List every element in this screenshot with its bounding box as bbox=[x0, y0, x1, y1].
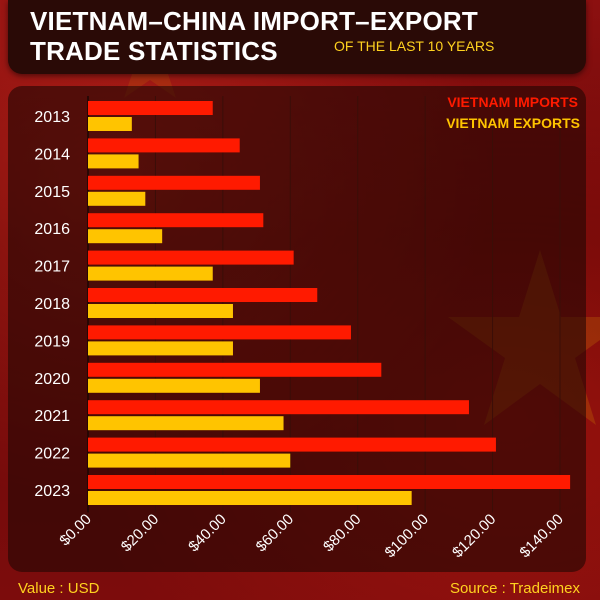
bar-exports-2019 bbox=[88, 341, 233, 356]
bar-exports-2023 bbox=[88, 491, 412, 505]
category-label: 2016 bbox=[34, 221, 70, 238]
x-tick-label: $60.00 bbox=[253, 511, 297, 555]
source-label: Source : Tradeimex bbox=[449, 580, 580, 597]
bar-imports-2014 bbox=[88, 138, 240, 153]
header-banner: VIETNAM–CHINA IMPORT–EXPORT TRADE STATIS… bbox=[8, 0, 586, 74]
bar-imports-2017 bbox=[88, 250, 294, 265]
bar-exports-2016 bbox=[88, 229, 163, 244]
x-tick-label: $100.00 bbox=[382, 511, 432, 561]
category-label: 2021 bbox=[34, 408, 70, 425]
bar-exports-2020 bbox=[88, 378, 260, 393]
category-label: 2014 bbox=[34, 146, 70, 163]
page-title: VIETNAM–CHINA IMPORT–EXPORT TRADE STATIS… bbox=[30, 6, 478, 66]
bar-exports-2017 bbox=[88, 266, 213, 281]
x-tick-label: $140.00 bbox=[516, 511, 566, 561]
category-label: 2023 bbox=[34, 483, 70, 500]
value-unit-label: Value : USD bbox=[18, 580, 100, 597]
bar-imports-2022 bbox=[88, 437, 496, 452]
bar-imports-2015 bbox=[88, 175, 260, 190]
category-label: 2022 bbox=[34, 446, 70, 463]
bar-imports-2021 bbox=[88, 400, 469, 415]
bar-exports-2018 bbox=[88, 304, 233, 318]
bar-exports-2021 bbox=[88, 416, 284, 431]
category-label: 2019 bbox=[34, 333, 70, 350]
bar-imports-2020 bbox=[88, 362, 382, 377]
category-label: 2017 bbox=[34, 259, 70, 276]
bar-exports-2014 bbox=[88, 154, 139, 169]
category-label: 2013 bbox=[34, 109, 70, 126]
bar-imports-2023 bbox=[88, 475, 571, 489]
bar-imports-2016 bbox=[88, 213, 264, 228]
legend-exports: VIETNAM EXPORTS bbox=[446, 115, 580, 131]
category-label: 2020 bbox=[34, 371, 70, 388]
category-label: 2015 bbox=[34, 184, 70, 201]
x-tick-label: $40.00 bbox=[185, 511, 229, 555]
category-label: 2018 bbox=[34, 296, 70, 313]
bar-imports-2019 bbox=[88, 325, 351, 340]
x-tick-label: $0.00 bbox=[56, 511, 95, 550]
bar-exports-2013 bbox=[88, 117, 132, 131]
bar-exports-2015 bbox=[88, 191, 146, 206]
x-tick-label: $20.00 bbox=[118, 511, 162, 555]
legend-imports: VIETNAM IMPORTS bbox=[447, 94, 578, 110]
x-tick-label: $120.00 bbox=[449, 511, 499, 561]
x-tick-label: $80.00 bbox=[320, 511, 364, 555]
page-subtitle: OF THE LAST 10 YEARS bbox=[334, 38, 495, 54]
bar-imports-2018 bbox=[88, 288, 318, 302]
bar-imports-2013 bbox=[88, 101, 213, 115]
bar-exports-2022 bbox=[88, 453, 291, 468]
